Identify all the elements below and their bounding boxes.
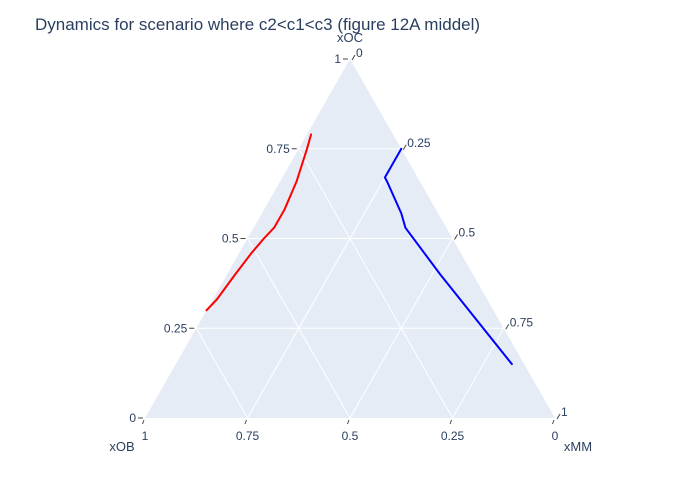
axis-title-xoc: xOC	[337, 30, 363, 45]
tick-label-xob: 0.5	[342, 429, 359, 443]
tick-mark-xmm	[556, 413, 561, 420]
tick-label-xoc: 0	[129, 411, 136, 425]
trajectory-line-2	[383, 147, 513, 366]
tick-mark-xob	[142, 419, 145, 425]
tick-label-xob: 1	[142, 429, 149, 443]
axis-title-xmm: xMM	[564, 439, 592, 454]
axis-title-xob: xOB	[109, 439, 134, 454]
tick-label-xmm: 0.5	[459, 226, 476, 240]
tick-label-xmm: 0	[356, 46, 363, 60]
series-layer	[205, 133, 513, 366]
grid-line-xob	[195, 328, 248, 419]
tick-mark-xob	[347, 419, 350, 425]
tick-label-xmm: 0.75	[510, 315, 534, 329]
tick-label-xmm: 1	[561, 405, 568, 419]
tick-label-xoc: 1	[334, 52, 341, 66]
tick-mark-xmm	[351, 54, 356, 61]
tick-label-xmm: 0.25	[407, 136, 431, 150]
grid-line-xmm	[247, 148, 402, 419]
tick-mark-xob	[552, 419, 555, 425]
tick-label-xob: 0.25	[441, 429, 465, 443]
tick-mark-xob	[244, 419, 247, 425]
tick-mark-xob	[449, 419, 452, 425]
tick-label-xob: 0.75	[236, 429, 260, 443]
grid-line-xob	[247, 238, 351, 419]
chart-title: Dynamics for scenario where c2<c1<c3 (fi…	[35, 15, 480, 34]
tick-label-xoc: 0.75	[266, 142, 290, 156]
grid-line-xob	[298, 148, 453, 419]
trajectory-line-1	[205, 133, 313, 312]
tick-label-xoc: 0.5	[222, 232, 239, 246]
tick-label-xob: 0	[552, 429, 559, 443]
tick-mark-xmm	[505, 323, 510, 330]
tick-mark-xmm	[454, 234, 458, 240]
tick-mark-xmm	[402, 144, 407, 151]
tick-label-xoc: 0.25	[164, 321, 188, 335]
